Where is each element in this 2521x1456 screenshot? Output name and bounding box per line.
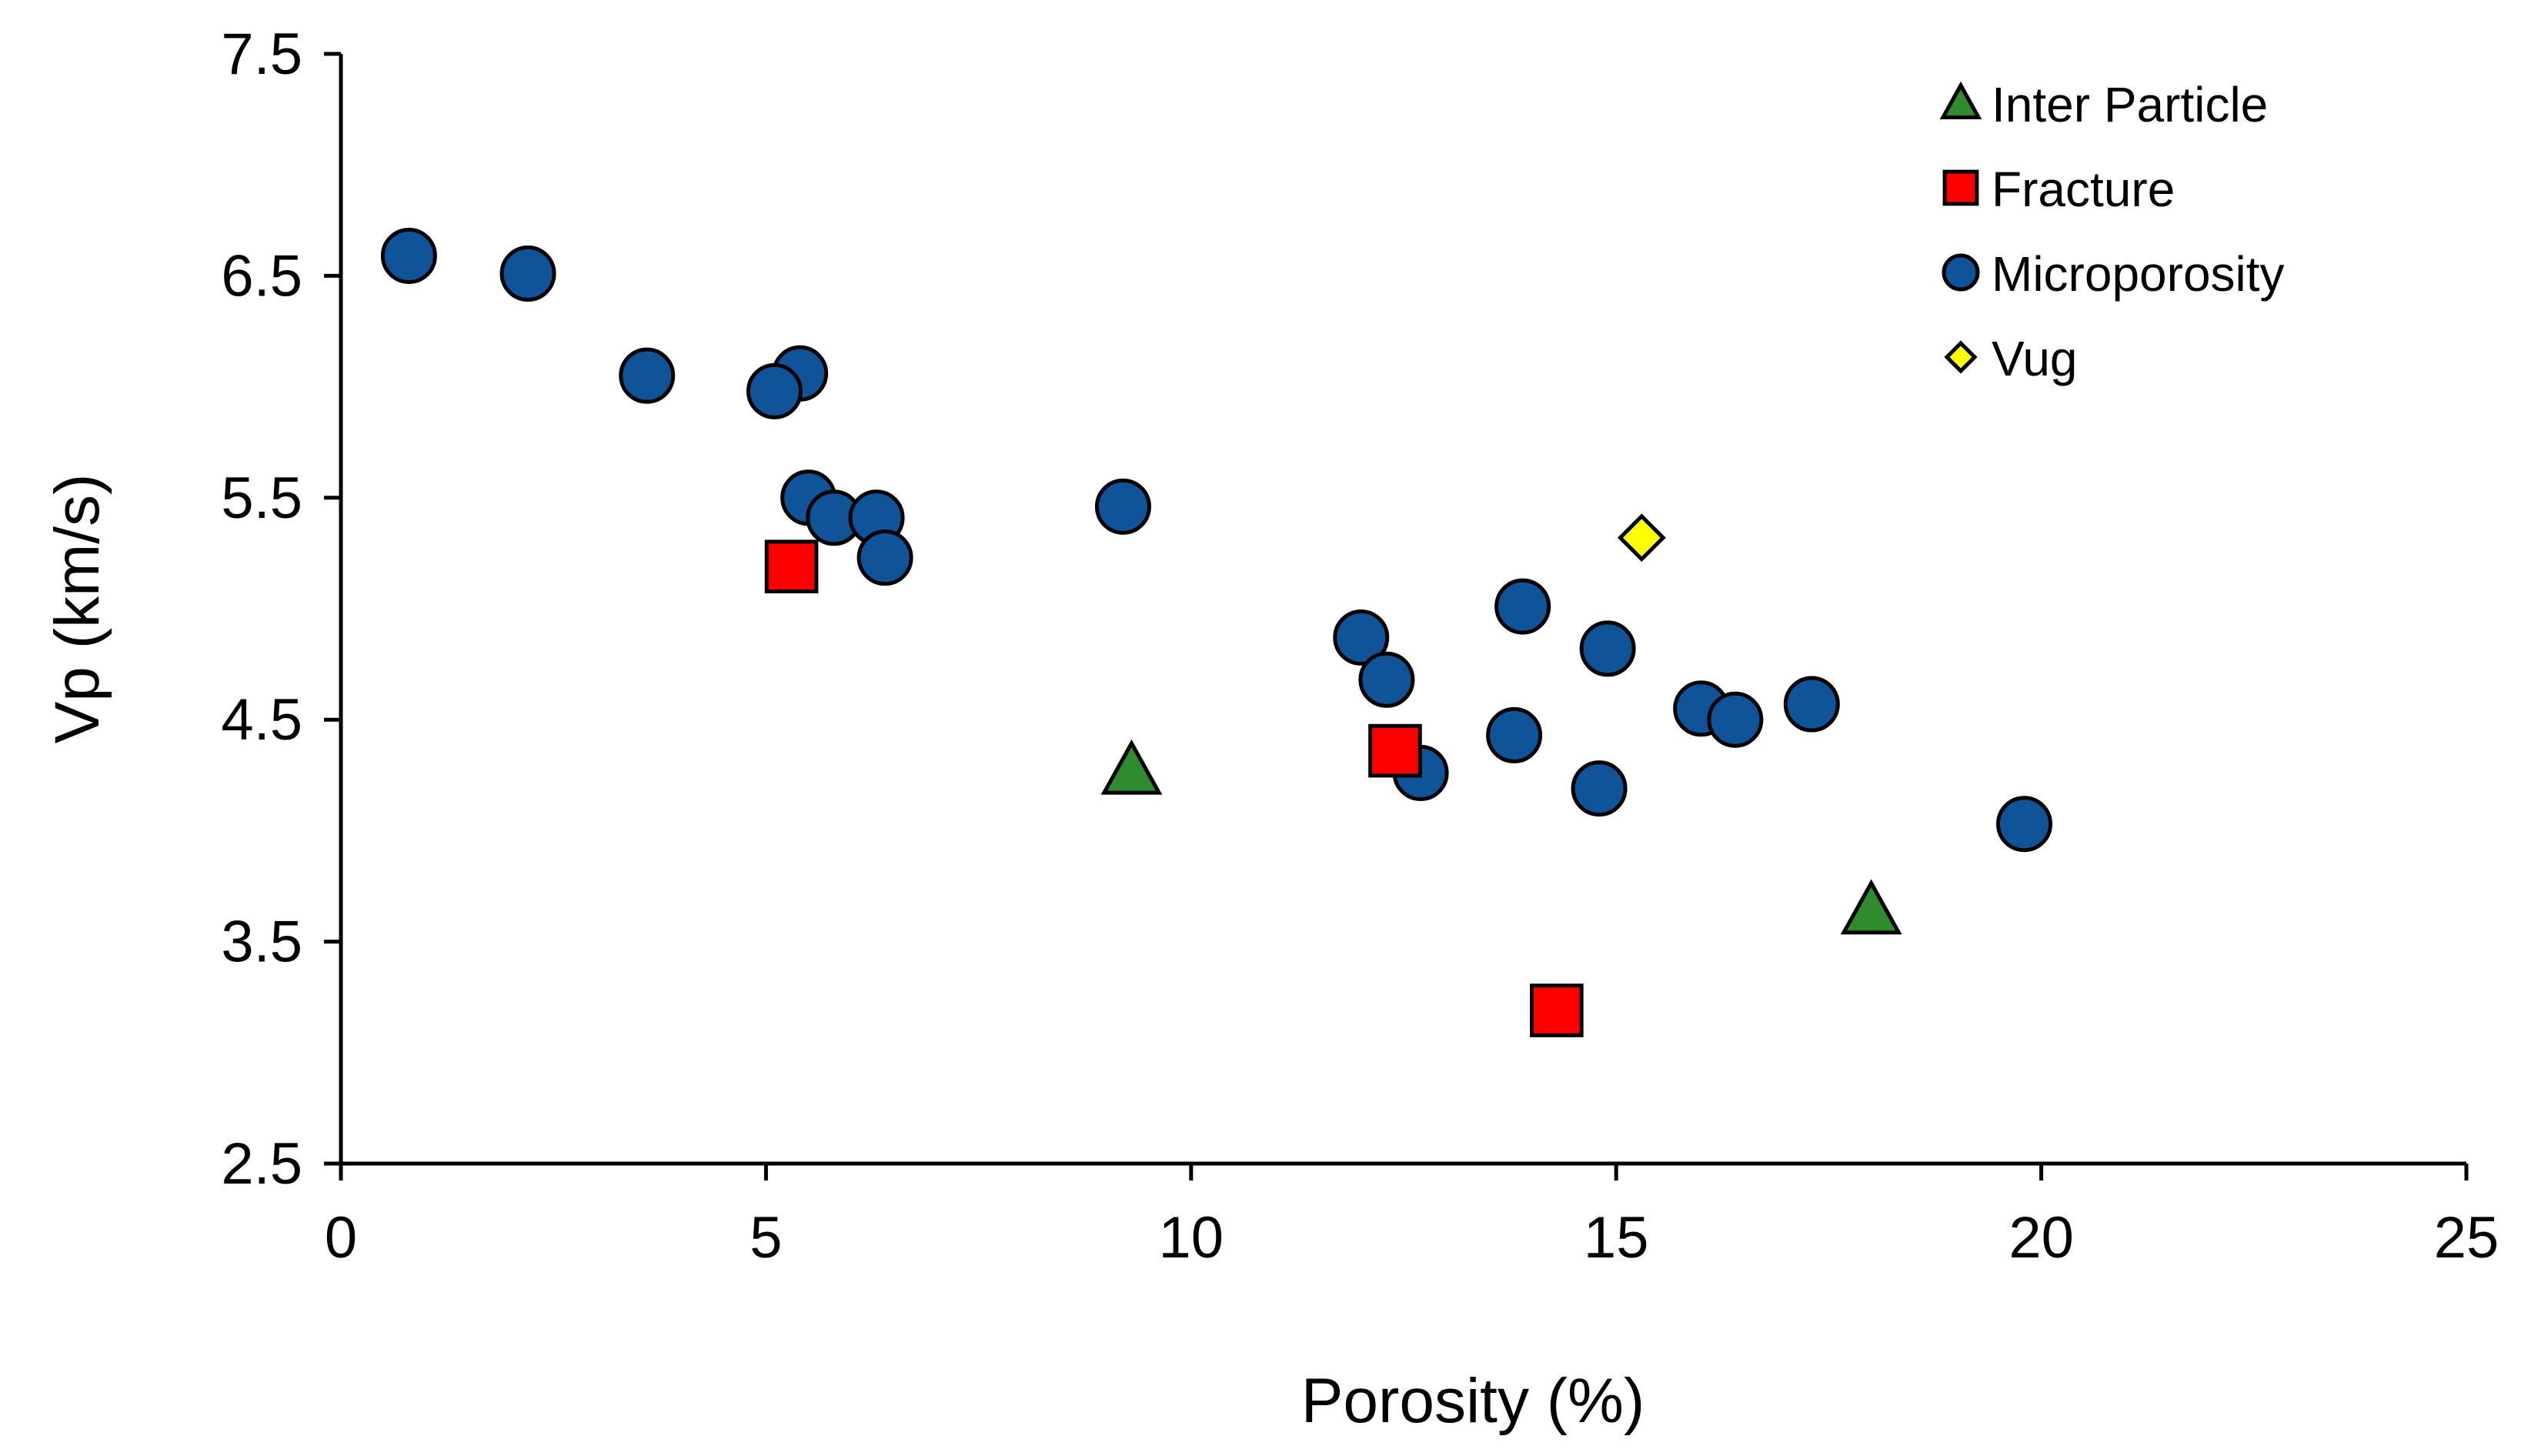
point-microporosity [1996, 796, 2053, 853]
y-tick-label: 2.5 [221, 1131, 302, 1197]
y-axis-title: Vp (km/s) [42, 474, 112, 744]
point-fracture [1368, 723, 1422, 778]
point-microporosity [499, 245, 556, 302]
point-microporosity [1783, 676, 1840, 733]
point-microporosity [1494, 578, 1551, 635]
x-tick-label: 0 [325, 1205, 357, 1271]
legend-label: Inter Particle [1992, 77, 2268, 132]
x-tick-label: 25 [2434, 1205, 2499, 1271]
axes: 2.5 3.5 4.5 5.5 6.5 7.5 0 5 10 15 20 25 [221, 22, 2499, 1271]
legend-marker-microporosity [1942, 253, 1980, 292]
point-microporosity [746, 362, 803, 419]
legend-marker-vug [1944, 340, 1978, 374]
x-tick-label: 5 [750, 1205, 782, 1271]
point-microporosity [856, 529, 913, 586]
legend-item-microporosity: Microporosity [1942, 246, 2285, 302]
point-microporosity [1333, 609, 1390, 666]
legend-label: Microporosity [1992, 246, 2285, 302]
point-microporosity [1571, 760, 1628, 817]
y-tick-label: 3.5 [221, 910, 302, 975]
legend-item-inter-particle: Inter Particle [1939, 77, 2268, 132]
point-microporosity [1358, 651, 1415, 708]
x-tick-label: 20 [2008, 1205, 2074, 1271]
x-axis-title: Porosity (%) [1301, 1366, 1645, 1436]
data-points [380, 227, 2053, 1037]
legend-label: Vug [1992, 331, 2078, 386]
point-inter-particle [1100, 739, 1163, 795]
y-tick-label: 4.5 [221, 687, 302, 753]
legend-item-vug: Vug [1944, 331, 2078, 386]
point-fracture [764, 539, 819, 594]
x-tick-label: 15 [1584, 1205, 1649, 1271]
legend: Inter Particle Fracture Microporosity Vug [1939, 77, 2285, 386]
y-tick-label: 6.5 [221, 243, 302, 309]
point-microporosity [1486, 706, 1543, 763]
y-tick-label: 5.5 [221, 466, 302, 531]
y-ticks: 2.5 3.5 4.5 5.5 6.5 7.5 [221, 22, 341, 1197]
point-microporosity [619, 347, 676, 404]
point-microporosity [1707, 691, 1764, 748]
point-fracture [1530, 983, 1584, 1037]
legend-marker-inter-particle [1939, 81, 1982, 119]
point-inter-particle [1840, 879, 1902, 935]
y-tick-label: 7.5 [221, 22, 302, 87]
legend-label: Fracture [1992, 162, 2175, 217]
x-ticks: 0 5 10 15 20 25 [325, 1164, 2499, 1271]
point-microporosity [1579, 620, 1636, 677]
x-tick-label: 10 [1159, 1205, 1224, 1271]
point-vug [1617, 513, 1666, 563]
legend-item-fracture: Fracture [1942, 162, 2175, 217]
point-microporosity [380, 227, 437, 284]
legend-marker-fracture [1942, 169, 1979, 206]
point-microporosity [1094, 478, 1151, 535]
